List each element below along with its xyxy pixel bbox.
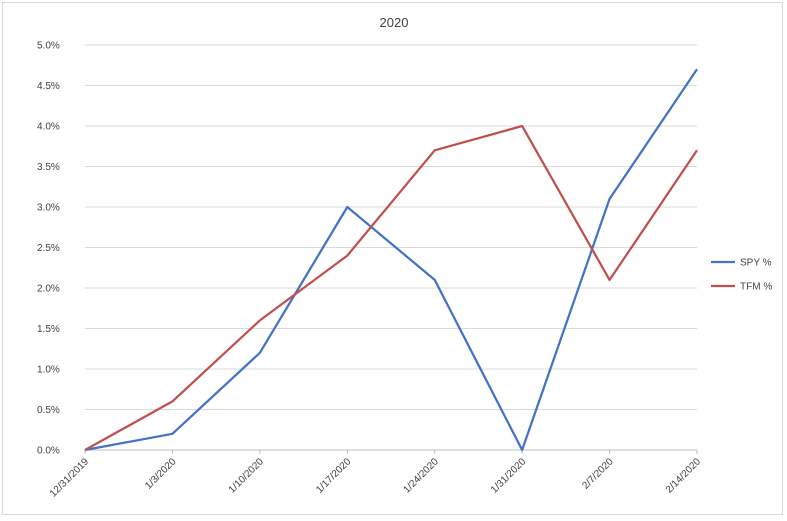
- chart-title: 2020: [380, 15, 409, 30]
- x-tick-label: 1/31/2020: [489, 456, 529, 496]
- line-chart: 2020 0.0% 0.5% 1.0% 1.5% 2.0% 2.5% 3.0% 3.5% 4.0…: [37, 15, 772, 500]
- x-tick-label: 12/31/2019: [48, 456, 91, 499]
- x-tick-label: 2/7/2020: [580, 456, 616, 492]
- legend: SPY % TFM %: [711, 258, 772, 293]
- y-tick-label: 1.5%: [37, 324, 60, 335]
- gridlines: [85, 44, 697, 451]
- y-tick-label: 1.0%: [37, 365, 60, 376]
- x-tick-label: 2/14/2020: [664, 456, 704, 496]
- y-tick-label: 5.0%: [37, 41, 60, 52]
- x-tick-label: 1/3/2020: [143, 456, 179, 492]
- legend-label: SPY %: [740, 258, 772, 269]
- y-tick-label: 2.5%: [37, 243, 60, 254]
- series-line-tfm: [84, 124, 698, 451]
- y-tick-label: 3.5%: [37, 162, 60, 173]
- chart-area: 2020 0.0% 0.5% 1.0% 1.5% 2.0% 2.5% 3.0% 3.5% 4.0…: [2, 2, 783, 515]
- y-tick-label: 4.0%: [37, 122, 60, 133]
- legend-label: TFM %: [740, 282, 772, 293]
- x-tick-label: 1/17/2020: [314, 456, 354, 496]
- y-tick-label: 3.0%: [37, 203, 60, 214]
- series-lines: [84, 68, 698, 452]
- x-tick-label: 1/10/2020: [227, 456, 267, 496]
- x-tick-label: 1/24/2020: [402, 456, 442, 496]
- y-tick-label: 0.0%: [37, 446, 60, 457]
- y-tick-label: 4.5%: [37, 81, 60, 92]
- series-line-spy: [84, 68, 698, 452]
- y-tick-label: 0.5%: [37, 405, 60, 416]
- y-tick-label: 2.0%: [37, 284, 60, 295]
